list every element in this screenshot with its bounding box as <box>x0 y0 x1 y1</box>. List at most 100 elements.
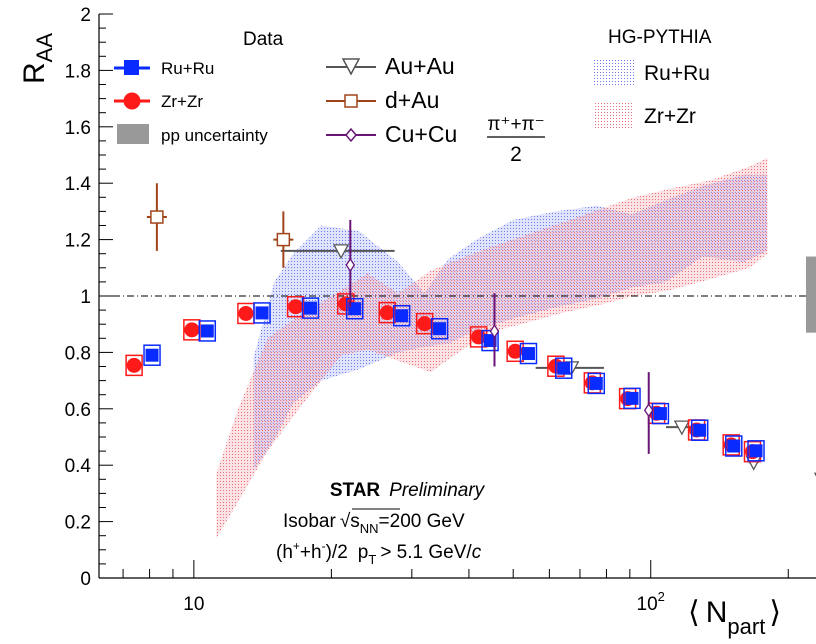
ru-point <box>625 391 639 405</box>
zr-syst-box <box>415 312 434 335</box>
y-tick-label: 0 <box>80 569 91 590</box>
y-tick-label: 0.2 <box>65 513 91 534</box>
zr-point <box>507 343 523 359</box>
zr-point <box>184 322 200 338</box>
ru-syst-box <box>346 297 364 320</box>
legend-marker-ru <box>124 60 139 75</box>
cucu-point <box>345 257 356 273</box>
legend-marker-zr <box>123 92 141 110</box>
svg-text:Zr+Zr: Zr+Zr <box>161 92 203 111</box>
ru-syst-box <box>481 329 499 352</box>
ru-point <box>557 361 571 375</box>
legend-cucu-fraction-numerator: π⁺+π⁻ <box>487 114 544 135</box>
ru-syst-box <box>392 304 411 327</box>
zr-point <box>379 305 395 321</box>
ru-syst-box <box>587 372 606 395</box>
zr-syst-box <box>125 354 143 377</box>
pp-uncertainty-box <box>806 256 816 333</box>
y-axis-label: RAA <box>18 33 57 84</box>
cucu-point <box>643 403 654 418</box>
ru-syst-box <box>301 297 320 319</box>
legend-marker-dau <box>344 94 358 108</box>
ru-point <box>200 324 214 338</box>
auau-point <box>332 244 350 260</box>
ru-point <box>589 376 603 390</box>
ru-point <box>145 348 159 362</box>
ru-point <box>433 322 447 336</box>
legend-entry-ru: Ru+Ru <box>114 59 214 78</box>
dau-point <box>276 232 291 247</box>
legend-model-header: HG-PYTHIA <box>608 27 712 48</box>
ru-syst-box <box>430 317 449 340</box>
y-tick-label: 0.8 <box>65 343 91 364</box>
y-tick-label: 1.8 <box>65 61 91 82</box>
legend-entry-pp: pp uncertainty <box>117 124 268 145</box>
ru-syst-box <box>198 320 217 342</box>
legend-cucu-fraction-denominator: 2 <box>510 143 522 166</box>
legend-entry-model-ru: Ru+Ru <box>594 58 710 85</box>
zr-point <box>288 299 304 315</box>
ru-point <box>521 347 535 361</box>
y-tick-label: 2 <box>80 5 91 26</box>
legend-marker-auau <box>341 58 361 76</box>
y-tick-label: 1.4 <box>65 174 92 195</box>
ru-syst-box <box>143 344 161 366</box>
y-tick-label: 1.6 <box>65 118 91 139</box>
x-axis-ticks: 10 102 <box>122 560 789 615</box>
x-tick-label: 102 <box>637 589 665 615</box>
y-tick-label: 0.4 <box>65 456 92 477</box>
ru-point <box>395 309 409 323</box>
svg-text:Au+Au: Au+Au <box>385 53 455 79</box>
ru-syst-box <box>253 302 271 324</box>
ru-syst-box <box>651 402 670 425</box>
y-axis-ticks: 0 0.2 0.4 0.6 0.8 1 1.2 1.4 1.6 1.8 2 <box>65 5 113 590</box>
zr-point <box>417 316 433 332</box>
zr-point <box>238 305 254 321</box>
annotation-cut: (h++h-)/2 pT > 5.1 GeV/c <box>276 539 482 567</box>
ru-syst-box <box>747 440 765 462</box>
ru-point <box>749 444 763 458</box>
annotation-system: Isobar √sNN=200 GeV <box>283 511 465 536</box>
dau-point <box>150 210 164 224</box>
ru-point <box>255 306 269 320</box>
ru-syst-box <box>623 387 641 410</box>
legend-marker-pp <box>117 124 149 144</box>
y-tick-label: 0.6 <box>65 400 91 421</box>
ru-point <box>483 334 497 348</box>
legend-marker-model-ru <box>594 58 634 85</box>
svg-text:Ru+Ru: Ru+Ru <box>161 59 214 78</box>
data-points <box>125 183 816 477</box>
legend-data-header: Data <box>243 29 284 50</box>
ru-syst-box <box>519 342 538 365</box>
model-band-zr-texture <box>216 157 768 539</box>
ru-syst-box <box>690 419 709 441</box>
svg-text:pp uncertainty: pp uncertainty <box>161 126 268 145</box>
x-axis-label: ⟨ Npart ⟩ <box>688 596 781 639</box>
annotation-experiment: STAR Preliminary <box>330 480 486 501</box>
legend-marker-cucu <box>345 127 357 143</box>
ru-point <box>653 407 667 421</box>
svg-text:Ru+Ru: Ru+Ru <box>644 62 710 85</box>
svg-text:d+Au: d+Au <box>385 87 439 113</box>
legend-entry-model-zr: Zr+Zr <box>594 101 696 130</box>
legend-marker-model-zr <box>594 101 634 130</box>
ru-syst-box <box>554 357 573 379</box>
model-bands <box>216 157 768 539</box>
y-tick-label: 1 <box>80 287 91 308</box>
zr-point <box>126 357 142 373</box>
legend-entry-dau: d+Au <box>326 87 439 113</box>
zr-syst-box <box>286 295 305 318</box>
legend-entry-zr: Zr+Zr <box>114 92 203 111</box>
ru-point <box>348 302 362 316</box>
y-tick-label: 1.2 <box>65 231 91 252</box>
cucu-point <box>489 324 500 339</box>
x-tick-label: 10 <box>183 594 204 615</box>
legend-entry-cucu: Cu+Cu π⁺+π⁻ 2 <box>326 114 545 166</box>
auau-point <box>673 420 690 436</box>
legend-entry-auau: Au+Au <box>326 53 455 79</box>
ru-syst-box <box>725 435 743 457</box>
ru-point <box>693 423 707 437</box>
ru-point <box>303 301 317 315</box>
svg-text:Zr+Zr: Zr+Zr <box>644 105 696 128</box>
